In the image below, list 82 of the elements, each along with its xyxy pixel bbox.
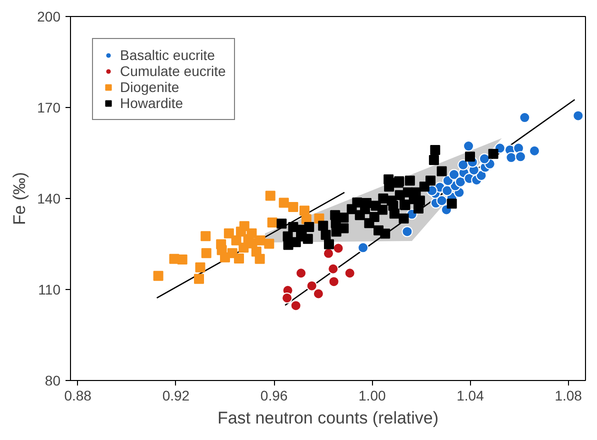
point xyxy=(519,112,530,123)
x-tick-label: 1.04 xyxy=(456,388,484,404)
legend-label: Howardite xyxy=(120,95,184,111)
point xyxy=(304,222,314,232)
point xyxy=(488,148,498,159)
point xyxy=(153,270,164,281)
point xyxy=(358,242,369,254)
point xyxy=(332,242,344,254)
point xyxy=(328,263,339,274)
point xyxy=(324,239,334,250)
point xyxy=(378,194,388,204)
point xyxy=(177,254,188,264)
point xyxy=(513,142,524,154)
point xyxy=(302,234,313,244)
point xyxy=(318,220,328,231)
point xyxy=(239,221,250,232)
point xyxy=(296,268,307,279)
point xyxy=(442,185,453,196)
point xyxy=(352,197,362,208)
point xyxy=(448,169,460,180)
y-tick-label: 200 xyxy=(37,8,61,24)
point xyxy=(478,153,490,164)
y-tick-label: 170 xyxy=(37,100,61,116)
x-tick-label: 0.92 xyxy=(162,388,190,404)
point xyxy=(404,176,415,186)
x-tick-label: 0.96 xyxy=(260,388,288,404)
point xyxy=(464,152,475,162)
point xyxy=(436,195,448,206)
point xyxy=(430,144,440,155)
point xyxy=(267,217,278,228)
point xyxy=(446,198,457,209)
point xyxy=(398,214,409,224)
x-tick-label: 1.00 xyxy=(358,388,386,404)
point xyxy=(458,159,469,170)
point xyxy=(224,228,234,238)
point xyxy=(290,300,302,312)
point xyxy=(288,202,298,212)
y-axis-title: Fe (‰) xyxy=(10,172,30,225)
point xyxy=(572,110,584,122)
legend-label: Diogenite xyxy=(120,79,180,95)
point xyxy=(320,230,331,240)
point xyxy=(402,226,413,238)
point xyxy=(515,151,526,162)
point xyxy=(344,268,356,279)
point xyxy=(282,292,293,304)
y-tick-label: 140 xyxy=(37,190,61,206)
point xyxy=(306,280,318,292)
point xyxy=(200,231,211,242)
point xyxy=(369,212,380,222)
point xyxy=(436,166,447,176)
legend-label: Basaltic eucrite xyxy=(120,47,215,63)
point xyxy=(528,145,540,156)
point xyxy=(388,200,398,211)
point xyxy=(194,274,204,284)
point xyxy=(288,222,298,232)
legend-label: Cumulate eucrite xyxy=(120,63,226,79)
point xyxy=(380,228,390,239)
point xyxy=(454,176,466,188)
point xyxy=(264,238,274,249)
point xyxy=(322,248,334,259)
point xyxy=(377,204,388,215)
point xyxy=(234,254,244,264)
point xyxy=(276,218,287,229)
point xyxy=(331,226,342,237)
x-tick-label: 0.88 xyxy=(64,388,92,404)
point xyxy=(312,288,324,300)
point xyxy=(201,248,212,258)
x-tick-label: 1.08 xyxy=(554,388,582,404)
point xyxy=(506,152,517,164)
point xyxy=(265,190,276,201)
point xyxy=(254,254,265,264)
point xyxy=(426,176,436,186)
point xyxy=(463,140,474,152)
y-tick-label: 110 xyxy=(38,282,61,298)
x-axis-title: Fast neutron counts (relative) xyxy=(217,408,439,428)
point xyxy=(428,154,439,165)
point xyxy=(278,198,289,208)
y-tick-label: 80 xyxy=(44,372,61,388)
point xyxy=(255,235,266,246)
point xyxy=(328,276,340,288)
point xyxy=(246,228,257,238)
point xyxy=(195,262,206,272)
